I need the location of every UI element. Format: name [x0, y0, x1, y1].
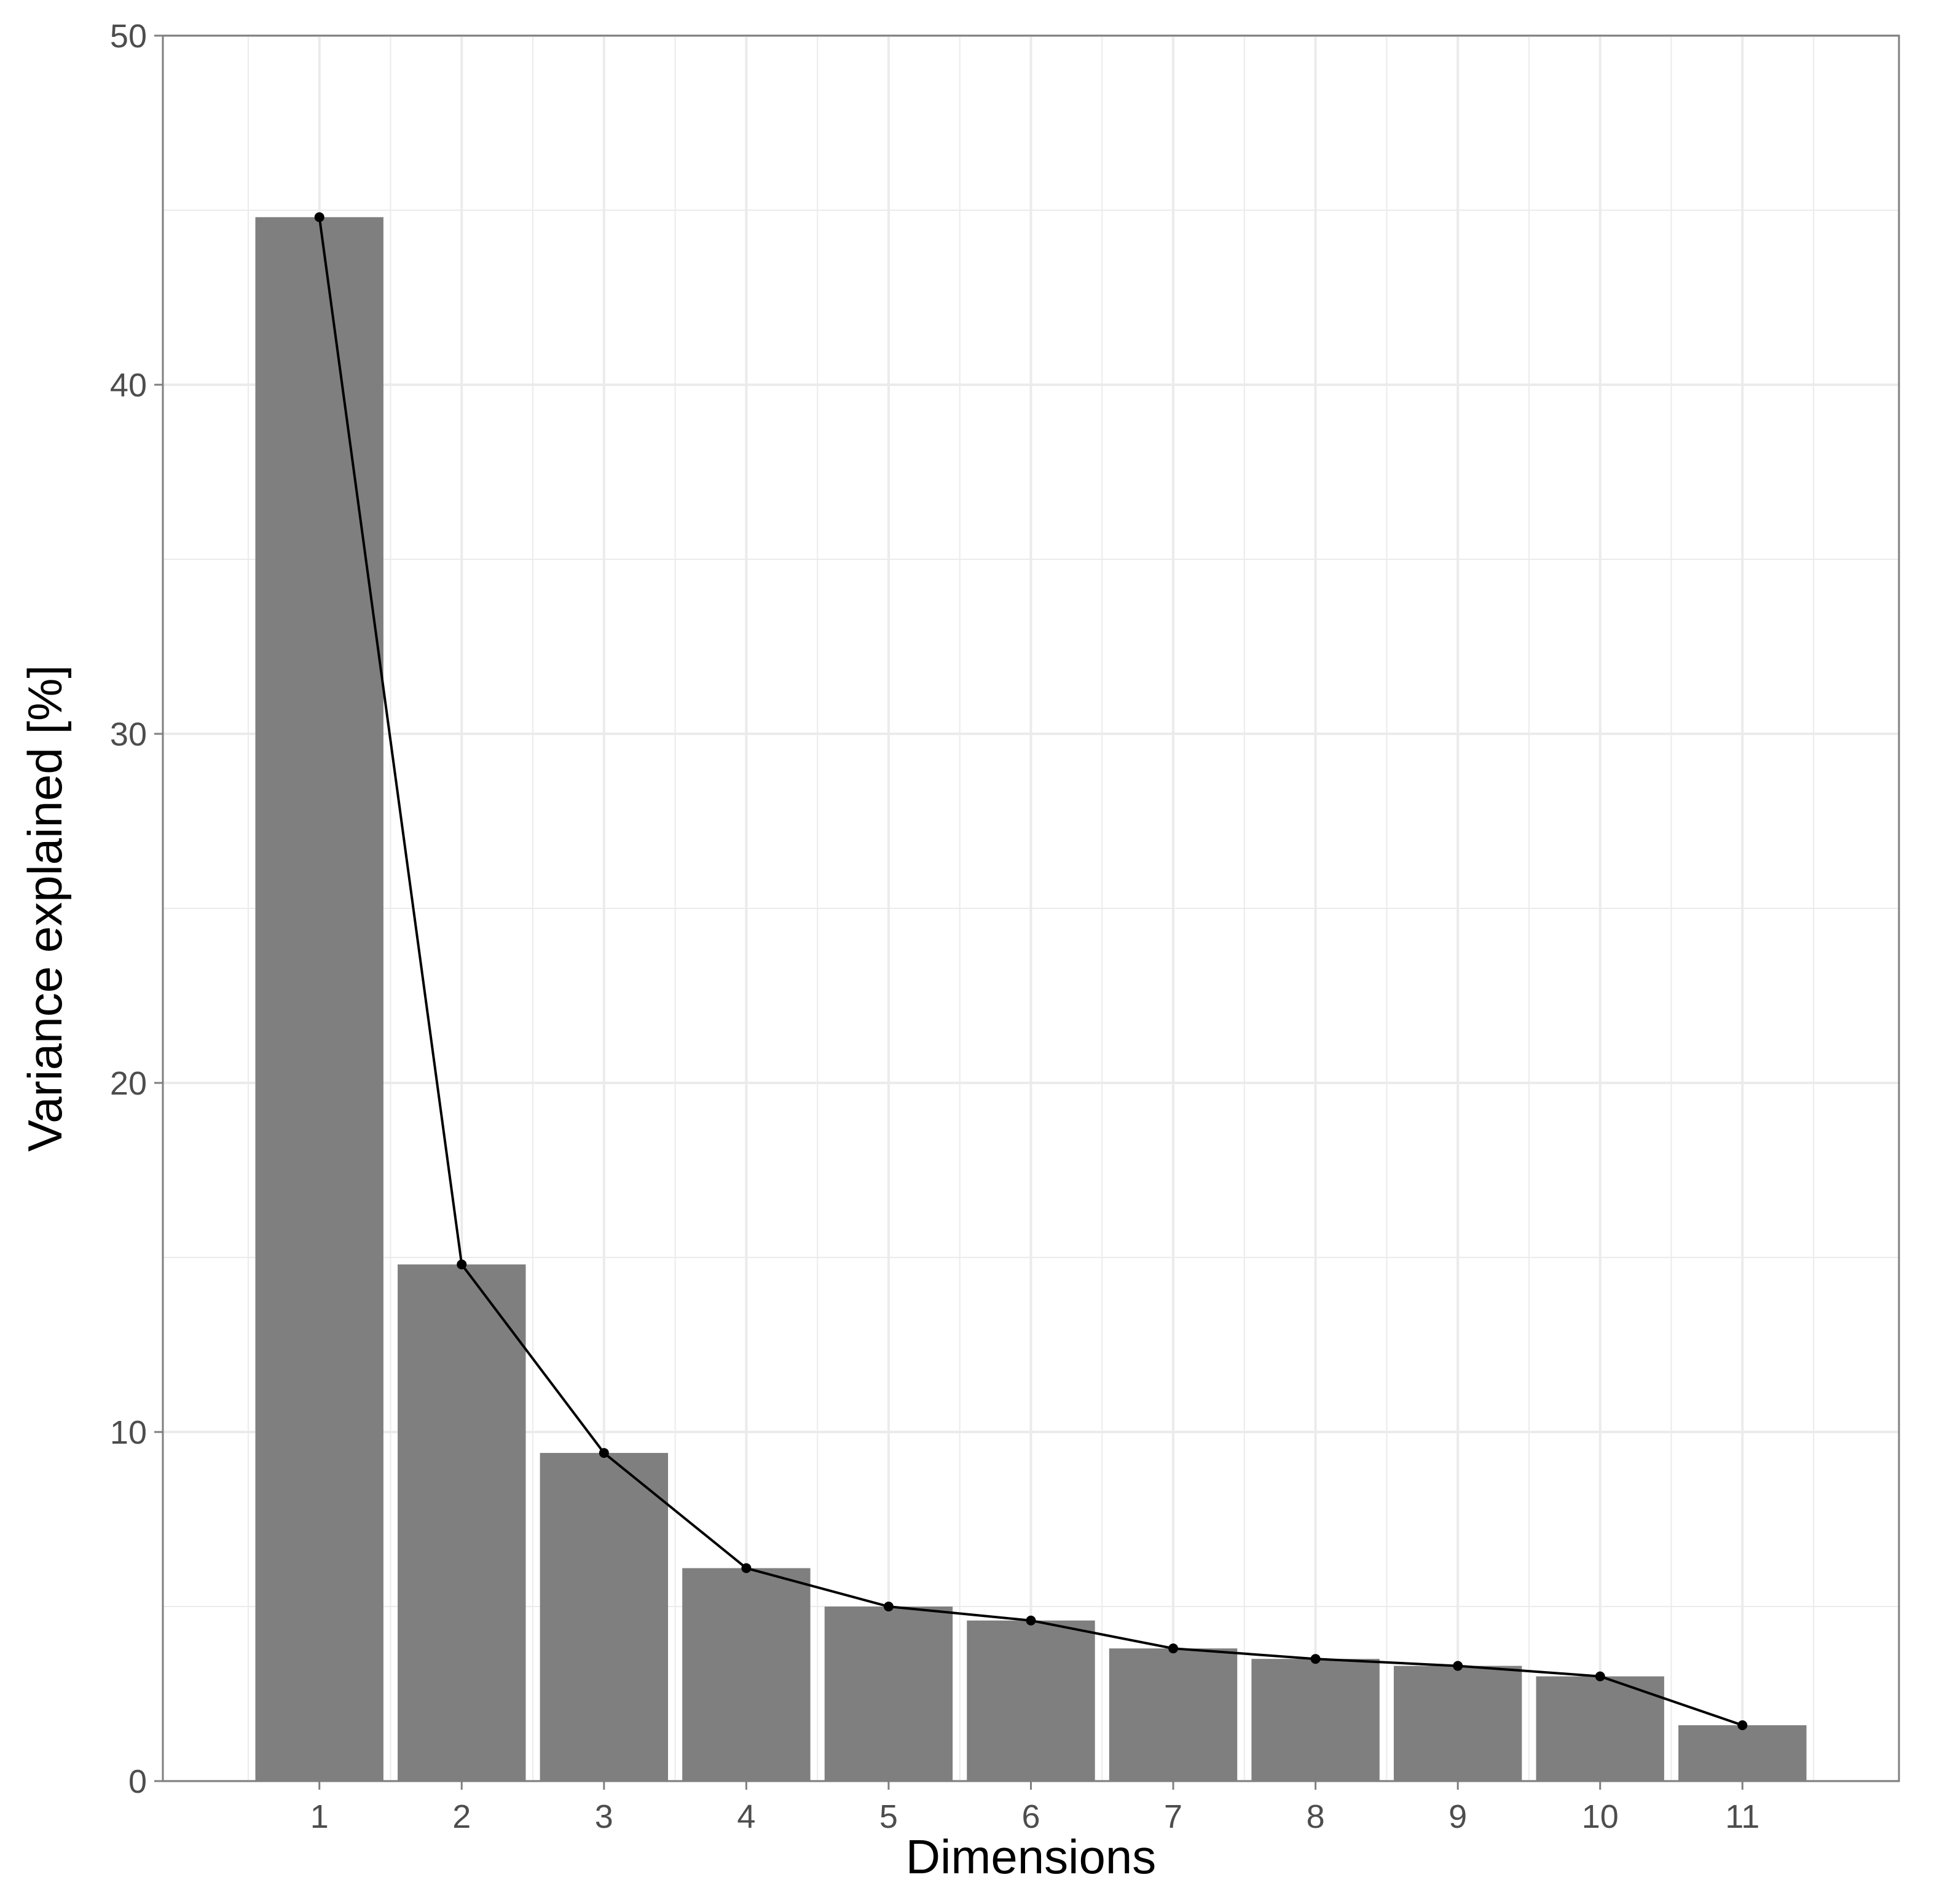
x-tick-label: 2: [452, 1798, 471, 1835]
bar-dim-7: [1109, 1648, 1238, 1781]
bar-dim-10: [1536, 1676, 1664, 1781]
point-dim-5: [883, 1602, 894, 1611]
x-tick-label: 5: [879, 1798, 898, 1835]
bar-dim-3: [540, 1453, 669, 1781]
bar-dim-8: [1251, 1659, 1380, 1781]
point-dim-8: [1310, 1654, 1321, 1664]
y-tick-label: 30: [110, 716, 147, 753]
x-tick-label: 8: [1307, 1798, 1325, 1835]
bar-dim-6: [967, 1620, 1095, 1781]
point-dim-4: [741, 1563, 752, 1573]
x-tick-label: 6: [1021, 1798, 1040, 1835]
point-dim-2: [457, 1259, 467, 1270]
x-axis-title: Dimensions: [906, 1830, 1156, 1884]
bar-dim-2: [398, 1264, 526, 1781]
y-tick-label: 0: [128, 1763, 147, 1800]
bar-dim-1: [255, 217, 383, 1782]
y-axis-title: Variance explained [%]: [18, 665, 72, 1152]
bar-dim-11: [1678, 1725, 1807, 1781]
y-tick-label: 40: [110, 367, 147, 404]
x-tick-label: 4: [737, 1798, 755, 1835]
x-tick-label: 9: [1449, 1798, 1467, 1835]
y-tick-label: 50: [110, 18, 147, 55]
point-dim-3: [599, 1448, 609, 1458]
y-tick-label: 20: [110, 1065, 147, 1102]
x-tick-label: 7: [1164, 1798, 1182, 1835]
bar-dim-5: [824, 1607, 953, 1781]
bar-dim-9: [1393, 1666, 1522, 1781]
bar-dim-4: [682, 1568, 811, 1781]
point-dim-9: [1453, 1661, 1463, 1671]
x-tick-label: 1: [310, 1798, 329, 1835]
x-axis-ticks: 1 2 3 4 5 6 7 8 9 10 11: [310, 1781, 1759, 1835]
y-axis-ticks: 0 10 20 30 40 50: [110, 18, 163, 1800]
x-tick-label: 11: [1725, 1798, 1759, 1835]
x-tick-label: 10: [1582, 1798, 1619, 1835]
y-tick-label: 10: [110, 1414, 147, 1451]
point-dim-7: [1168, 1643, 1179, 1654]
bars: [255, 217, 1807, 1782]
point-dim-10: [1595, 1671, 1605, 1682]
point-dim-1: [314, 212, 324, 222]
point-dim-6: [1026, 1615, 1036, 1626]
point-dim-11: [1737, 1720, 1748, 1731]
x-tick-label: 3: [595, 1798, 613, 1835]
variance-points: [314, 212, 1748, 1731]
